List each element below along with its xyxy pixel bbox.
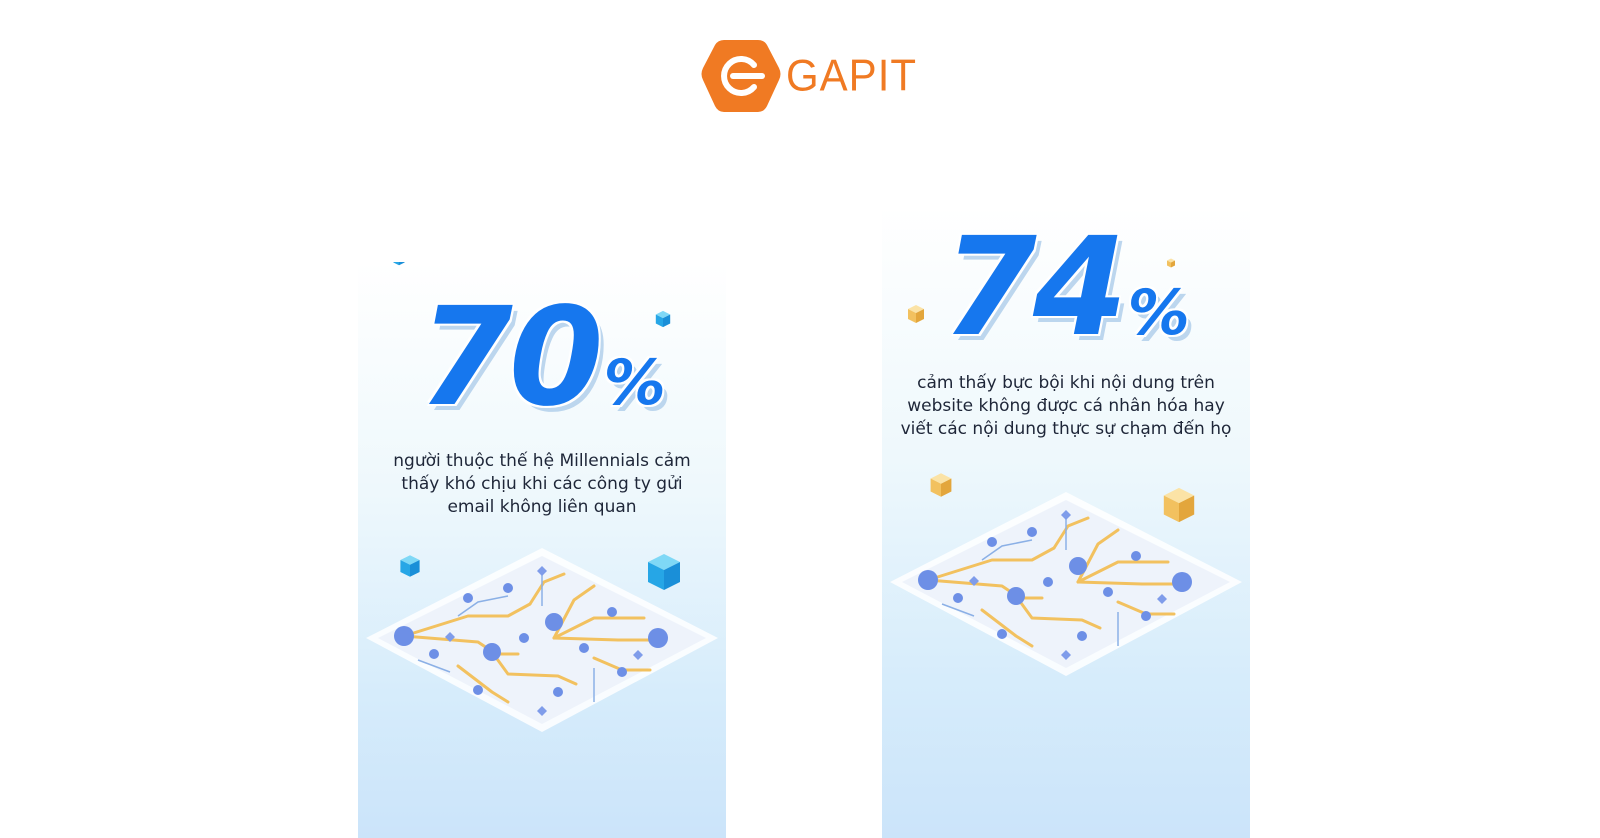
caption-line-2: website không được cá nhân hóa hay: [907, 396, 1225, 416]
stat-card-millennials: 70% người thuộc thế hệ Millennials cảm t…: [358, 262, 726, 838]
caption-line-3: viết các nội dung thực sự chạm đến họ: [900, 419, 1232, 439]
stat-card-personalization: 74% cảm thấy bực bội khi nội dung trên w…: [882, 206, 1250, 838]
cube-icon: [1163, 487, 1195, 523]
cube-icon: [393, 262, 405, 266]
caption-line-1: người thuộc thế hệ Millennials cảm: [393, 451, 691, 471]
cube-icon: [908, 305, 924, 323]
stat-caption: người thuộc thế hệ Millennials cảm thấy …: [358, 450, 726, 519]
stat-value-70: 70%: [358, 290, 726, 426]
cube-icon: [648, 554, 680, 590]
brand-name: GAPIT: [786, 50, 918, 101]
stat-number: 74: [942, 209, 1127, 367]
stat-number: 70: [418, 279, 603, 437]
cube-icon: [400, 555, 420, 577]
brand-logo: GAPIT: [700, 36, 917, 116]
stat-unit: %: [1127, 276, 1190, 349]
cube-icon: [930, 473, 952, 497]
caption-line-2: thấy khó chịu khi các công ty gửi: [401, 474, 683, 494]
stat-caption: cảm thấy bực bội khi nội dung trên websi…: [882, 372, 1250, 441]
caption-line-1: cảm thấy bực bội khi nội dung trên: [917, 373, 1215, 393]
circuit-board-icon: [890, 492, 1242, 676]
stat-unit: %: [603, 346, 666, 419]
cube-icon: [1167, 258, 1175, 268]
cube-icon: [655, 310, 671, 328]
caption-line-3: email không liên quan: [447, 497, 637, 517]
stat-value-74: 74%: [882, 220, 1250, 356]
circuit-board-icon: [366, 548, 718, 732]
gapit-logo-icon: [701, 40, 781, 112]
